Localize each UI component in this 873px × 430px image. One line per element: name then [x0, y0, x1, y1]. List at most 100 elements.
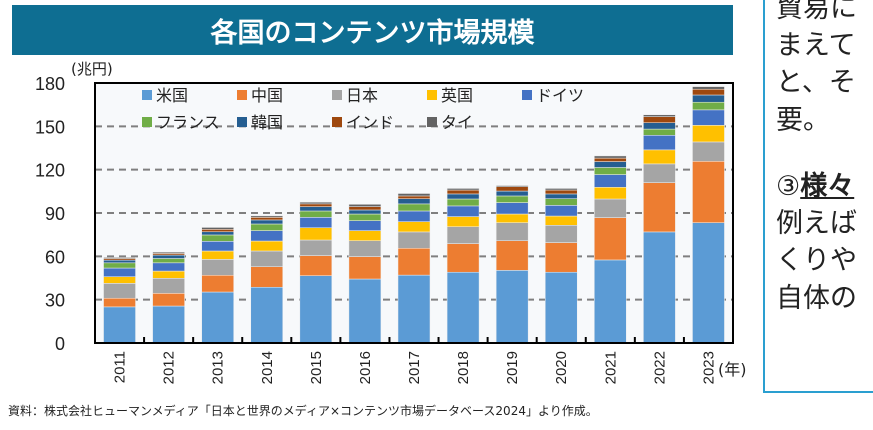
bar-segment-日本: [299, 239, 333, 256]
y-tick-label: 180: [35, 74, 65, 94]
legend-label: 英国: [441, 86, 473, 105]
bar-segment-タイ: [692, 86, 725, 90]
bar-segment-米国: [544, 271, 578, 344]
bar-segment-米国: [397, 274, 431, 344]
x-tick-label: 2015: [308, 351, 325, 384]
x-tick-label: 2013: [210, 351, 227, 384]
legend-swatch-日本: [332, 90, 342, 100]
x-tick-label: 2022: [651, 351, 668, 384]
bar-segment-英国: [348, 230, 382, 241]
y-tick-label: 0: [55, 334, 65, 354]
stacked-bar-chart: 0 30 60 90 120 150 180 (兆円) 2011 2012 2013 2014 2015…: [35, 60, 747, 384]
bar-segment-日本: [201, 259, 234, 276]
legend-swatch-米国: [142, 90, 152, 100]
bar-segment-中国: [544, 242, 578, 273]
bar-segment-米国: [201, 291, 234, 344]
bar-segment-韓国: [103, 259, 136, 264]
bar-segment-ドイツ: [594, 174, 627, 188]
legend-swatch-タイ: [427, 117, 437, 127]
bar-segment-ドイツ: [692, 109, 725, 126]
bar-segment-ドイツ: [152, 262, 185, 272]
bar-segment-フランス: [692, 101, 725, 111]
y-tick-label: 120: [35, 161, 65, 181]
heading-number: ③: [776, 171, 801, 202]
x-tick-label: 2023: [700, 351, 717, 384]
bar-segment-タイ: [397, 193, 431, 197]
bar-segment-フランス: [348, 213, 382, 221]
bar-segment-タイ: [594, 155, 627, 159]
bar-segment-韓国: [544, 193, 578, 199]
bar-segment-米国: [594, 259, 627, 344]
bar-segment-中国: [348, 256, 382, 280]
bar-segment-中国: [692, 161, 725, 223]
legend-swatch-インド: [332, 117, 342, 127]
bar-segment-ドイツ: [397, 210, 431, 222]
bar-segment-米国: [152, 305, 185, 344]
bar-segment-中国: [152, 293, 185, 307]
bar-segment-インド: [594, 157, 627, 162]
bar-segment-インド: [692, 88, 725, 96]
bar-segment-フランス: [152, 258, 185, 264]
bar-segment-中国: [299, 255, 333, 276]
bar-segment-英国: [594, 187, 627, 200]
bar-segment-中国: [594, 217, 627, 261]
bar-segment-タイ: [299, 201, 333, 205]
x-tick-label: 2014: [259, 351, 276, 384]
bar-segment-インド: [397, 195, 431, 199]
bar-segment-インド: [446, 189, 480, 195]
bar-segment-中国: [103, 297, 136, 308]
bar-segment-フランス: [201, 234, 234, 242]
bar-segment-フランス: [250, 223, 284, 231]
legend-label: タイ: [441, 113, 473, 132]
bar-segment-日本: [446, 226, 480, 244]
bar-segment-ドイツ: [446, 205, 480, 217]
side-text-line: 要。: [776, 105, 830, 136]
y-axis-unit: (兆円): [71, 60, 113, 78]
x-tick-label: 2019: [504, 351, 521, 384]
heading-bold: 様々: [800, 171, 855, 202]
bar-segment-フランス: [397, 203, 431, 212]
bar-segment-日本: [692, 141, 725, 162]
bar-segment-韓国: [594, 161, 627, 168]
bar-segment-中国: [250, 266, 284, 288]
bar-segment-フランス: [643, 128, 676, 136]
bar-segment-英国: [495, 213, 529, 223]
legend-label: 米国: [156, 86, 188, 105]
legend-label: ドイツ: [536, 86, 584, 105]
bar-segment-米国: [692, 222, 725, 344]
side-text-line: くりや: [776, 245, 857, 276]
bar-segment-インド: [495, 186, 529, 192]
bar-segment-ドイツ: [348, 220, 382, 231]
bar-segment-韓国: [250, 219, 284, 225]
legend-label: フランス: [156, 113, 220, 132]
legend-label: インド: [346, 113, 394, 132]
bar-segment-韓国: [446, 193, 480, 200]
bar-segment-韓国: [495, 190, 529, 197]
plot-border: [94, 82, 734, 344]
bar-segment-英国: [201, 250, 234, 260]
bar-segment-ドイツ: [201, 241, 234, 252]
bar-segment-日本: [250, 250, 284, 267]
legend-label: 日本: [346, 86, 378, 105]
bar-segment-フランス: [495, 195, 529, 203]
y-tick-label: 150: [35, 117, 65, 137]
y-tick-label: 60: [45, 247, 65, 267]
bar-segment-英国: [446, 216, 480, 227]
bar-segment-タイ: [250, 215, 284, 218]
x-tick-label: 2020: [553, 351, 570, 384]
legend-label: 中国: [251, 86, 283, 105]
legend-swatch-フランス: [142, 117, 152, 127]
bar-segment-韓国: [397, 198, 431, 205]
side-text-box: [763, 0, 873, 393]
bar-segment-フランス: [446, 198, 480, 207]
bar-segment-中国: [495, 240, 529, 271]
x-tick-label: 2018: [455, 351, 472, 384]
legend-swatch-韓国: [237, 117, 247, 127]
bar-segment-ドイツ: [299, 217, 333, 228]
bar-segment-英国: [152, 270, 185, 279]
side-text-line: 例えば: [776, 208, 857, 239]
bar-segment-インド: [250, 217, 284, 221]
source-note: 資料：株式会社ヒューマンメディア「日本と世界のメディア×コンテンツ市場データベー…: [8, 404, 598, 418]
side-text-line: 自体の: [776, 283, 857, 314]
bar-segment-英国: [299, 227, 333, 241]
